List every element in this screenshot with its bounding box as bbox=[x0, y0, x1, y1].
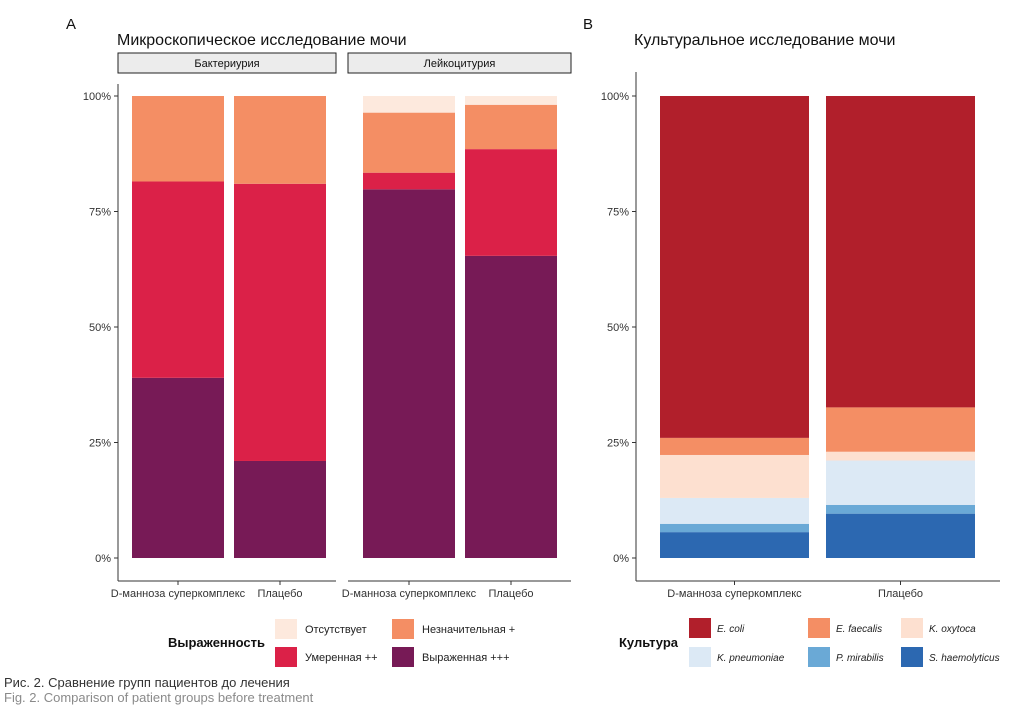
facet-strip-label: Лейкоцитурия bbox=[424, 58, 496, 70]
legend-swatch-severe bbox=[392, 647, 414, 667]
bar-segment-moderate bbox=[465, 149, 557, 256]
legend-label-pmirabilis: P. mirabilis bbox=[836, 653, 884, 664]
panel-b-y-tick-label: 100% bbox=[601, 91, 629, 103]
bar-segment-shaemolyticus bbox=[660, 532, 809, 558]
legend-swatch-kpneumoniae bbox=[689, 647, 711, 667]
legend-label-kpneumoniae: K. pneumoniae bbox=[717, 653, 785, 664]
bar-segment-ecoli bbox=[660, 96, 809, 438]
legend-swatch-pmirabilis bbox=[808, 647, 830, 667]
bar-segment-moderate bbox=[234, 183, 326, 461]
panel-b-y-tick-label: 75% bbox=[607, 207, 629, 219]
bar-segment-none bbox=[465, 96, 557, 105]
bar-segment-moderate bbox=[132, 181, 224, 378]
legend-swatch-moderate bbox=[275, 647, 297, 667]
panel-b-y-tick-label: 25% bbox=[607, 438, 629, 450]
legend-label-slight: Незначительная + bbox=[422, 624, 515, 636]
legend-swatch-slight bbox=[392, 619, 414, 639]
bar-segment-koxytoca bbox=[826, 451, 975, 461]
bar-segment-kpneumoniae bbox=[826, 460, 975, 505]
facet-strip-2 bbox=[347, 52, 572, 74]
legend-b-title: Культура bbox=[619, 635, 679, 650]
facet-strip-1 bbox=[117, 52, 337, 74]
legend-swatch-koxytoca bbox=[901, 618, 923, 638]
bar-segment-slight bbox=[363, 112, 455, 173]
caption-en: Fig. 2. Comparison of patient groups bef… bbox=[4, 690, 314, 705]
legend-a-title: Выраженность bbox=[168, 635, 265, 650]
caption-ru: Рис. 2. Сравнение групп пациентов до леч… bbox=[4, 675, 290, 690]
legend-label-koxytoca: K. oxytoca bbox=[929, 624, 976, 635]
bar-segment-severe bbox=[234, 460, 326, 558]
bar-segment-severe bbox=[363, 189, 455, 558]
panel-b-y-tick-label: 50% bbox=[607, 322, 629, 334]
bar-segment-efaecalis bbox=[660, 437, 809, 455]
x-tick-label: Плацебо bbox=[488, 588, 533, 600]
panel-a-y-tick-label: 0% bbox=[95, 553, 111, 565]
bar-segment-pmirabilis bbox=[660, 523, 809, 533]
bar-segment-pmirabilis bbox=[826, 504, 975, 514]
x-tick-label: Плацебо bbox=[257, 588, 302, 600]
legend-label-efaecalis: E. faecalis bbox=[836, 624, 882, 635]
bar-segment-shaemolyticus bbox=[826, 513, 975, 558]
legend-label-shaemolyticus: S. haemolyticus bbox=[929, 653, 1000, 664]
x-tick-label: D-манноза суперкомплекс bbox=[111, 588, 246, 600]
bar-segment-ecoli bbox=[826, 96, 975, 408]
facet-strip-label: Бактериурия bbox=[194, 58, 259, 70]
panel-a-letter: A bbox=[66, 16, 76, 33]
panel-b-title: Культуральное исследование мочи bbox=[634, 32, 895, 49]
panel-b-letter: B bbox=[583, 16, 593, 33]
bar-segment-koxytoca bbox=[660, 454, 809, 498]
bar-segment-kpneumoniae bbox=[660, 497, 809, 524]
panel-a-y-tick-label: 100% bbox=[83, 91, 111, 103]
panel-a-y-tick-label: 75% bbox=[89, 207, 111, 219]
legend-label-none: Отсутствует bbox=[305, 624, 367, 636]
x-tick-label: Плацебо bbox=[878, 588, 923, 600]
panel-a-y-tick-label: 25% bbox=[89, 438, 111, 450]
bar-segment-severe bbox=[132, 377, 224, 558]
panel-a-y-tick-label: 50% bbox=[89, 322, 111, 334]
x-tick-label: D-манноза суперкомплекс bbox=[342, 588, 477, 600]
legend-swatch-efaecalis bbox=[808, 618, 830, 638]
legend-label-ecoli: E. coli bbox=[717, 624, 745, 635]
legend-swatch-shaemolyticus bbox=[901, 647, 923, 667]
panel-b-y-tick-label: 0% bbox=[613, 553, 629, 565]
legend-label-severe: Выраженная +++ bbox=[422, 652, 510, 664]
bar-segment-moderate bbox=[363, 172, 455, 190]
legend-label-moderate: Умеренная ++ bbox=[305, 652, 378, 664]
bar-segment-slight bbox=[465, 104, 557, 150]
bar-segment-slight bbox=[132, 96, 224, 182]
panel-a-title: Микроскопическое исследование мочи bbox=[117, 32, 407, 49]
bar-segment-slight bbox=[234, 96, 326, 184]
bar-segment-none bbox=[363, 96, 455, 113]
bar-segment-efaecalis bbox=[826, 407, 975, 452]
bar-segment-severe bbox=[465, 255, 557, 559]
legend-swatch-ecoli bbox=[689, 618, 711, 638]
x-tick-label: D-манноза суперкомплекс bbox=[667, 588, 802, 600]
legend-swatch-none bbox=[275, 619, 297, 639]
